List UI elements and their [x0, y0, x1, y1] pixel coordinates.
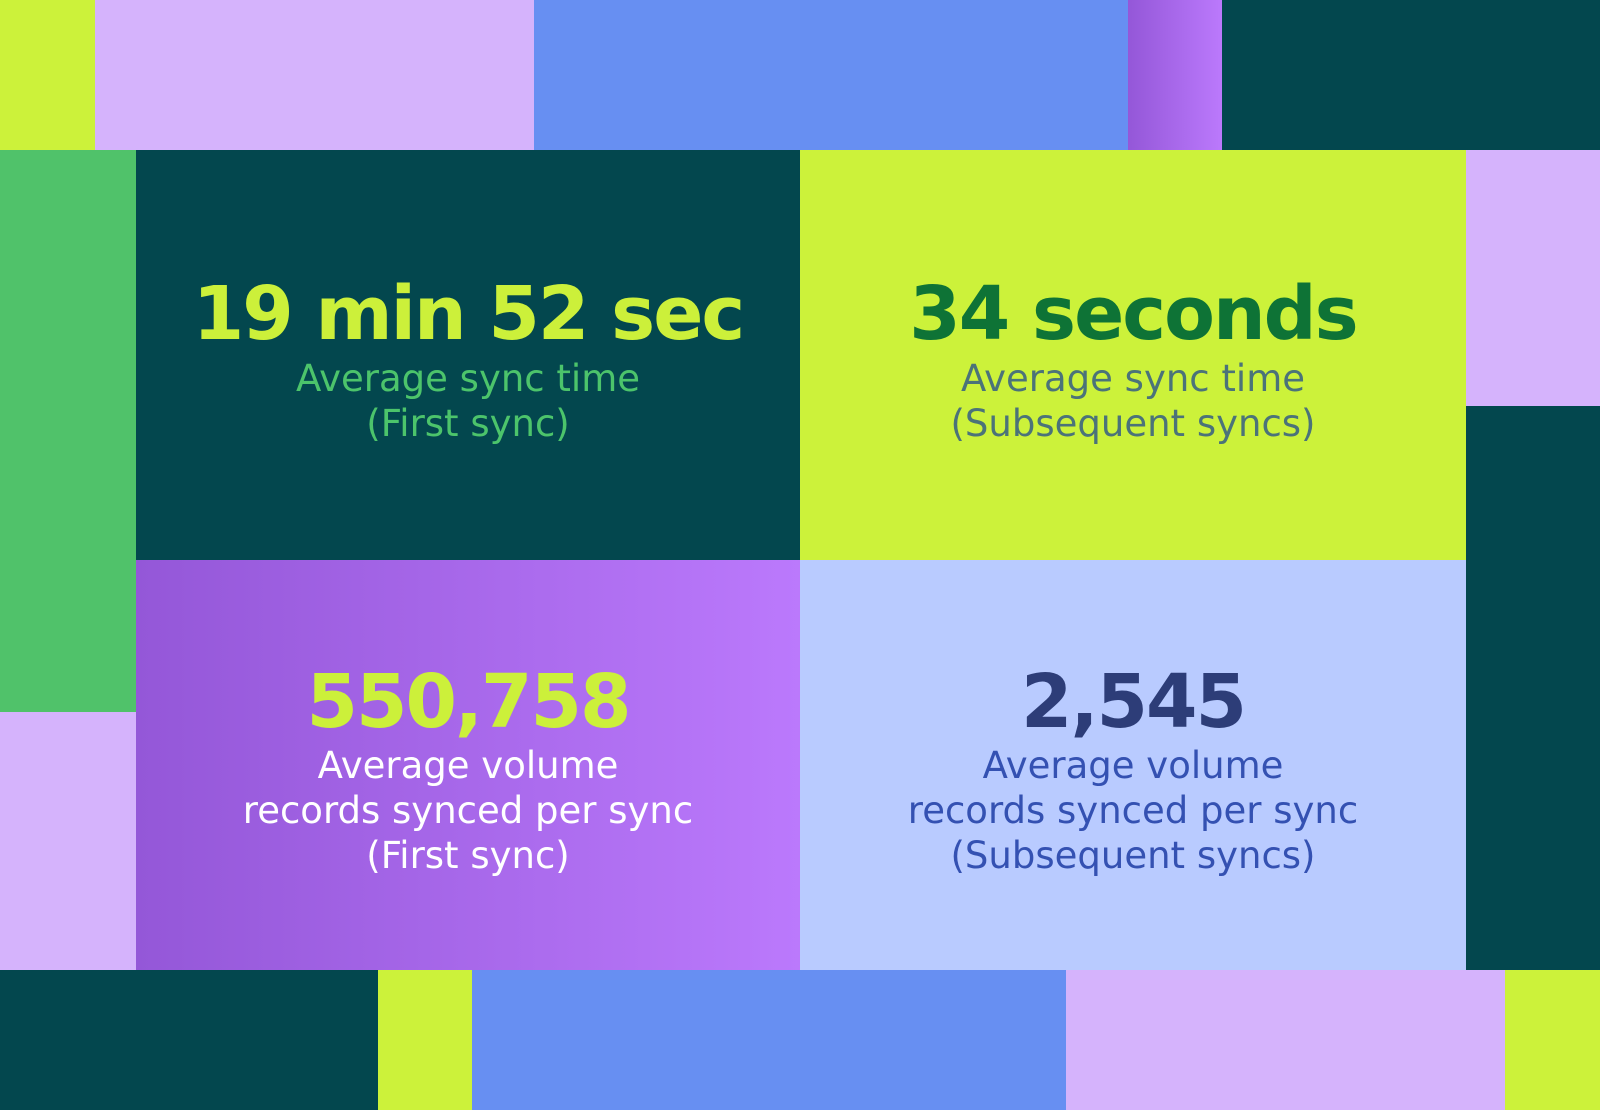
stat-value: 34 seconds [909, 271, 1358, 358]
stat-label: Average sync time (First sync) [295, 356, 641, 445]
stat-label: Average volume records synced per sync (… [242, 744, 694, 878]
decor-block [1466, 150, 1600, 406]
decor-block [95, 0, 534, 150]
stat-value: 2,545 [1020, 658, 1247, 745]
stat-first-sync-time: 19 min 52 sec Average sync time (First s… [136, 150, 800, 560]
decor-block [472, 970, 1066, 1110]
stat-label: Average sync time (Subsequent syncs) [950, 356, 1316, 445]
decor-block [0, 712, 136, 970]
stat-value: 19 min 52 sec [192, 271, 745, 358]
decor-block [0, 0, 95, 150]
stat-subsequent-sync-volume: 2,545 Average volume records synced per … [800, 560, 1466, 970]
stat-value: 550,758 [306, 658, 631, 745]
decor-block [378, 970, 472, 1110]
stat-subsequent-sync-time: 34 seconds Average sync time (Subsequent… [800, 150, 1466, 560]
decor-block [534, 0, 1128, 150]
decor-block [1222, 0, 1600, 150]
decor-block [1505, 970, 1600, 1110]
decor-block [1066, 970, 1505, 1110]
stat-label: Average volume records synced per sync (… [907, 744, 1359, 878]
decor-block [1466, 406, 1600, 970]
decor-block [1128, 0, 1222, 150]
stat-first-sync-volume: 550,758 Average volume records synced pe… [136, 560, 800, 970]
decor-block [0, 150, 136, 712]
decor-block [0, 970, 378, 1110]
